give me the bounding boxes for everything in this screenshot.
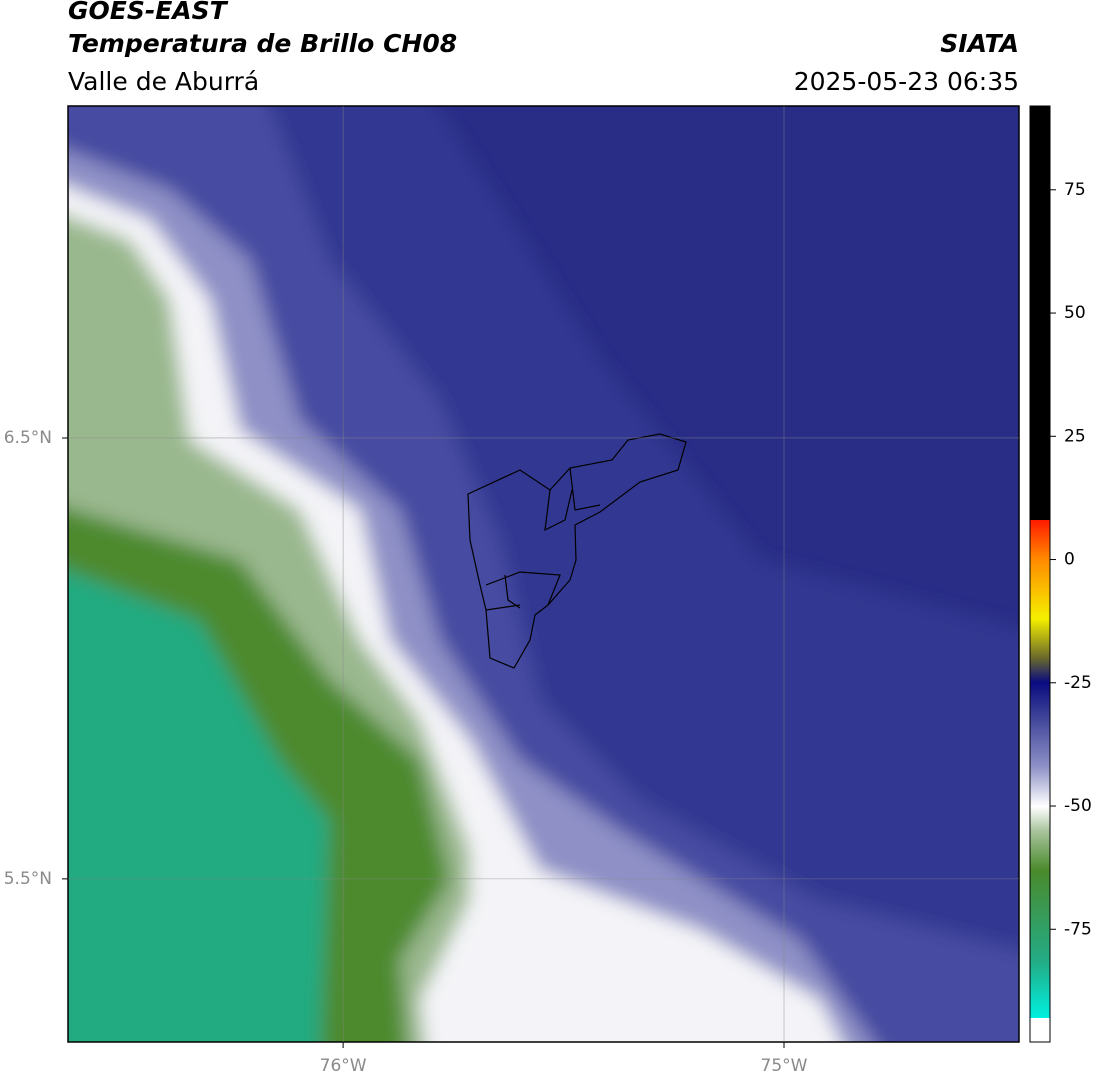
colorbar-frame bbox=[1029, 105, 1051, 1043]
colorbar-tick-label: -50 bbox=[1064, 796, 1092, 816]
timestamp: 2025-05-23 06:35 bbox=[794, 67, 1019, 96]
satellite-image bbox=[68, 106, 1019, 1042]
y-tick-label: 6.5°N bbox=[4, 428, 52, 448]
title: GOES-EAST bbox=[68, 0, 229, 25]
subtitle: Temperatura de Brillo CH08 bbox=[68, 29, 457, 58]
x-tick-label: 76°W bbox=[320, 1056, 367, 1076]
x-tick-label: 75°W bbox=[761, 1056, 808, 1076]
colorbar-tick-label: 0 bbox=[1064, 550, 1075, 570]
colorbar-tick-label: 75 bbox=[1064, 180, 1086, 200]
colorbar-tick-label: -75 bbox=[1064, 919, 1092, 939]
colorbar-tick-label: 25 bbox=[1064, 426, 1086, 446]
source: SIATA bbox=[940, 29, 1019, 58]
y-tick-label: 5.5°N bbox=[4, 869, 52, 889]
colorbar-tick-label: -25 bbox=[1064, 673, 1092, 693]
colorbar bbox=[1030, 106, 1050, 1018]
colorbar-tick-label: 50 bbox=[1064, 303, 1086, 323]
colorbar-under bbox=[1030, 1018, 1050, 1042]
region: Valle de Aburrá bbox=[68, 67, 259, 96]
municipal-boundaries bbox=[467, 433, 687, 669]
map-frame bbox=[67, 105, 1020, 1043]
